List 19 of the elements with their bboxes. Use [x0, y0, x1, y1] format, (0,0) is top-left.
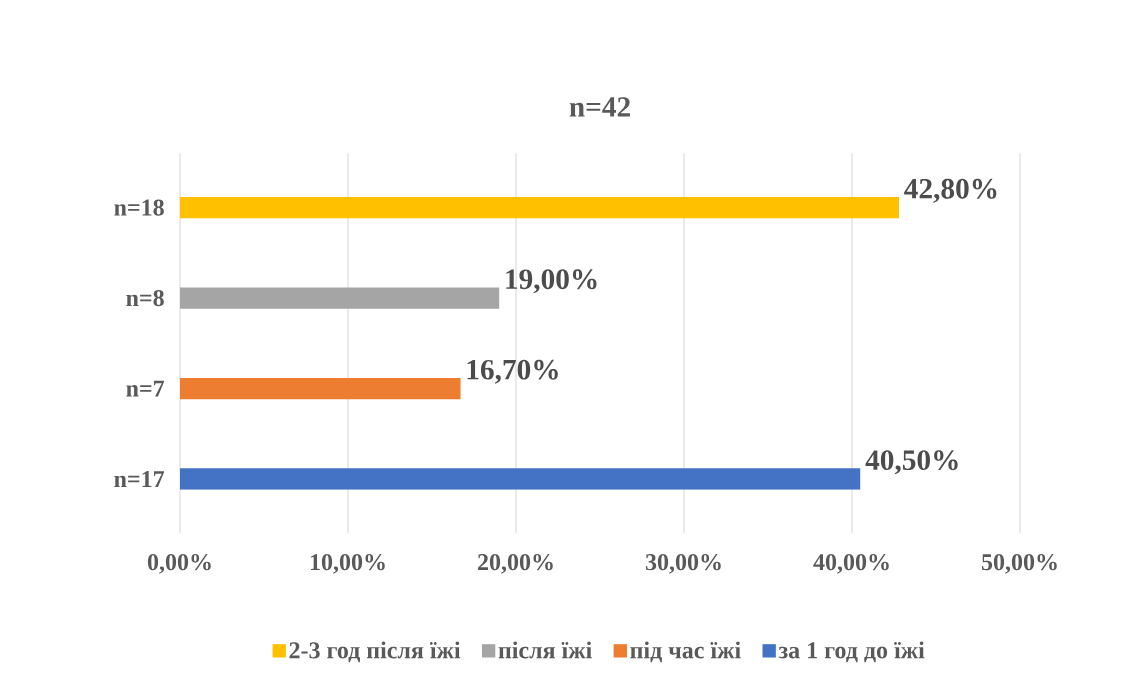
legend-label: під час їжі — [630, 641, 741, 663]
data-label: 42,80% — [904, 178, 997, 203]
data-label: 16,70% — [467, 359, 558, 384]
x-tick-label: 0,00% — [147, 554, 211, 574]
chart-title: n=42 — [569, 97, 630, 117]
x-tick-label: 10,00% — [310, 554, 385, 574]
x-tick-label: 20,00% — [478, 554, 553, 574]
x-tick-label: 40,00% — [813, 554, 889, 574]
y-tick-label: n=8 — [126, 289, 164, 307]
x-tick-label: 50,00% — [981, 554, 1057, 574]
legend-label: після їжі — [498, 641, 592, 659]
x-tick-label: 30,00% — [645, 554, 721, 574]
data-label: 19,00% — [506, 269, 597, 294]
legend-label: 2-3 год після їжі — [289, 641, 461, 663]
y-tick-label: n=7 — [126, 380, 165, 397]
legend-label: за 1 год до їжі — [778, 641, 925, 663]
data-label: 40,50% — [865, 450, 958, 475]
y-tick-label: n=17 — [114, 471, 165, 487]
y-tick-label: n=18 — [114, 199, 164, 216]
